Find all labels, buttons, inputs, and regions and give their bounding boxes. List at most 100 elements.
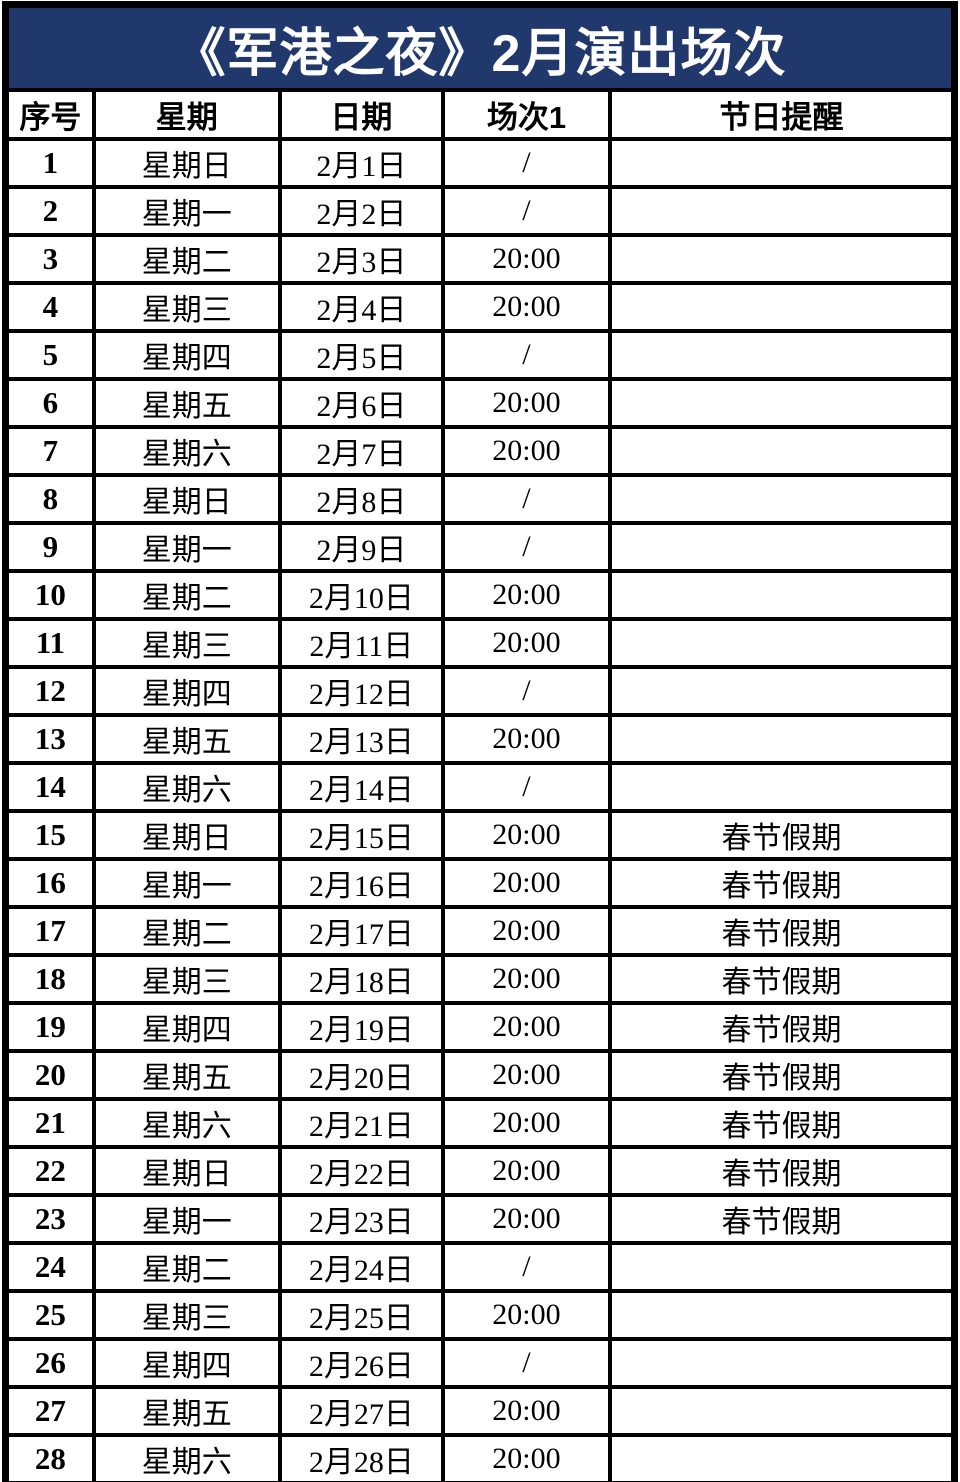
- cell-showtime: 20:00: [440, 713, 612, 765]
- cell-number: 27: [3, 1385, 96, 1437]
- cell-note: 春节假期: [607, 953, 957, 1005]
- cell-note: [607, 1289, 957, 1341]
- cell-date: 2月9日: [277, 521, 445, 573]
- table-row: 7 星期六 2月7日 20:00: [3, 425, 957, 477]
- cell-date: 2月10日: [277, 569, 445, 621]
- cell-date: 2月8日: [277, 473, 445, 525]
- table-row: 5 星期四 2月5日 /: [3, 329, 957, 381]
- cell-note: [607, 137, 957, 189]
- page-title: 《军港之夜》2月演出场次: [3, 2, 957, 92]
- cell-note: [607, 665, 957, 717]
- cell-date: 2月1日: [277, 137, 445, 189]
- cell-weekday: 星期四: [91, 1001, 282, 1053]
- cell-note: 春节假期: [607, 905, 957, 957]
- cell-note: [607, 761, 957, 813]
- cell-number: 11: [3, 617, 96, 669]
- table-row: 6 星期五 2月6日 20:00: [3, 377, 957, 429]
- cell-note: [607, 425, 957, 477]
- cell-showtime: /: [440, 761, 612, 813]
- cell-note: [607, 1385, 957, 1437]
- cell-number: 15: [3, 809, 96, 861]
- table-row: 8 星期日 2月8日 /: [3, 473, 957, 525]
- cell-note: [607, 377, 957, 429]
- column-header-note: 节日提醒: [607, 88, 957, 141]
- cell-note: [607, 329, 957, 381]
- cell-date: 2月6日: [277, 377, 445, 429]
- cell-weekday: 星期六: [91, 1097, 282, 1149]
- cell-weekday: 星期三: [91, 617, 282, 669]
- cell-date: 2月2日: [277, 185, 445, 237]
- cell-date: 2月4日: [277, 281, 445, 333]
- cell-weekday: 星期一: [91, 185, 282, 237]
- table-row: 14 星期六 2月14日 /: [3, 761, 957, 813]
- cell-note: [607, 185, 957, 237]
- cell-date: 2月26日: [277, 1337, 445, 1389]
- cell-showtime: 20:00: [440, 569, 612, 621]
- table-row: 18 星期三 2月18日 20:00 春节假期: [3, 953, 957, 1005]
- cell-date: 2月17日: [277, 905, 445, 957]
- cell-weekday: 星期二: [91, 1241, 282, 1293]
- cell-number: 2: [3, 185, 96, 237]
- cell-weekday: 星期四: [91, 665, 282, 717]
- cell-number: 17: [3, 905, 96, 957]
- cell-showtime: /: [440, 185, 612, 237]
- cell-weekday: 星期三: [91, 1289, 282, 1341]
- table-row: 20 星期五 2月20日 20:00 春节假期: [3, 1049, 957, 1101]
- cell-date: 2月20日: [277, 1049, 445, 1101]
- cell-number: 3: [3, 233, 96, 285]
- cell-number: 22: [3, 1145, 96, 1197]
- table-row: 26 星期四 2月26日 /: [3, 1337, 957, 1389]
- table-row: 2 星期一 2月2日 /: [3, 185, 957, 237]
- cell-date: 2月13日: [277, 713, 445, 765]
- table-row: 17 星期二 2月17日 20:00 春节假期: [3, 905, 957, 957]
- cell-number: 7: [3, 425, 96, 477]
- cell-showtime: 20:00: [440, 857, 612, 909]
- cell-weekday: 星期日: [91, 809, 282, 861]
- cell-weekday: 星期五: [91, 1385, 282, 1437]
- cell-number: 13: [3, 713, 96, 765]
- cell-showtime: 20:00: [440, 1001, 612, 1053]
- table-row: 12 星期四 2月12日 /: [3, 665, 957, 717]
- cell-showtime: /: [440, 665, 612, 717]
- cell-number: 5: [3, 329, 96, 381]
- table-row: 22 星期日 2月22日 20:00 春节假期: [3, 1145, 957, 1197]
- table-row: 28 星期六 2月28日 20:00: [3, 1433, 957, 1482]
- cell-number: 26: [3, 1337, 96, 1389]
- cell-note: 春节假期: [607, 1145, 957, 1197]
- cell-date: 2月25日: [277, 1289, 445, 1341]
- cell-number: 1: [3, 137, 96, 189]
- cell-weekday: 星期日: [91, 1145, 282, 1197]
- cell-number: 9: [3, 521, 96, 573]
- cell-date: 2月7日: [277, 425, 445, 477]
- table-row: 11 星期三 2月11日 20:00: [3, 617, 957, 669]
- table-row: 3 星期二 2月3日 20:00: [3, 233, 957, 285]
- cell-showtime: /: [440, 473, 612, 525]
- cell-note: [607, 521, 957, 573]
- cell-number: 24: [3, 1241, 96, 1293]
- cell-date: 2月5日: [277, 329, 445, 381]
- cell-number: 25: [3, 1289, 96, 1341]
- column-header-row: 序号 星期 日期 场次1 节日提醒: [3, 88, 957, 141]
- cell-weekday: 星期五: [91, 377, 282, 429]
- cell-date: 2月27日: [277, 1385, 445, 1437]
- column-header-number: 序号: [3, 88, 96, 141]
- table-row: 1 星期日 2月1日 /: [3, 137, 957, 189]
- cell-showtime: /: [440, 1337, 612, 1389]
- cell-date: 2月24日: [277, 1241, 445, 1293]
- cell-weekday: 星期日: [91, 137, 282, 189]
- cell-weekday: 星期六: [91, 425, 282, 477]
- cell-weekday: 星期日: [91, 473, 282, 525]
- cell-showtime: 20:00: [440, 425, 612, 477]
- cell-number: 28: [3, 1433, 96, 1482]
- table-row: 23 星期一 2月23日 20:00 春节假期: [3, 1193, 957, 1245]
- cell-weekday: 星期二: [91, 905, 282, 957]
- cell-date: 2月3日: [277, 233, 445, 285]
- cell-showtime: 20:00: [440, 617, 612, 669]
- table-row: 9 星期一 2月9日 /: [3, 521, 957, 573]
- cell-number: 12: [3, 665, 96, 717]
- cell-number: 6: [3, 377, 96, 429]
- column-header-showtime: 场次1: [440, 88, 612, 141]
- cell-date: 2月23日: [277, 1193, 445, 1245]
- cell-showtime: 20:00: [440, 1145, 612, 1197]
- cell-showtime: 20:00: [440, 1385, 612, 1437]
